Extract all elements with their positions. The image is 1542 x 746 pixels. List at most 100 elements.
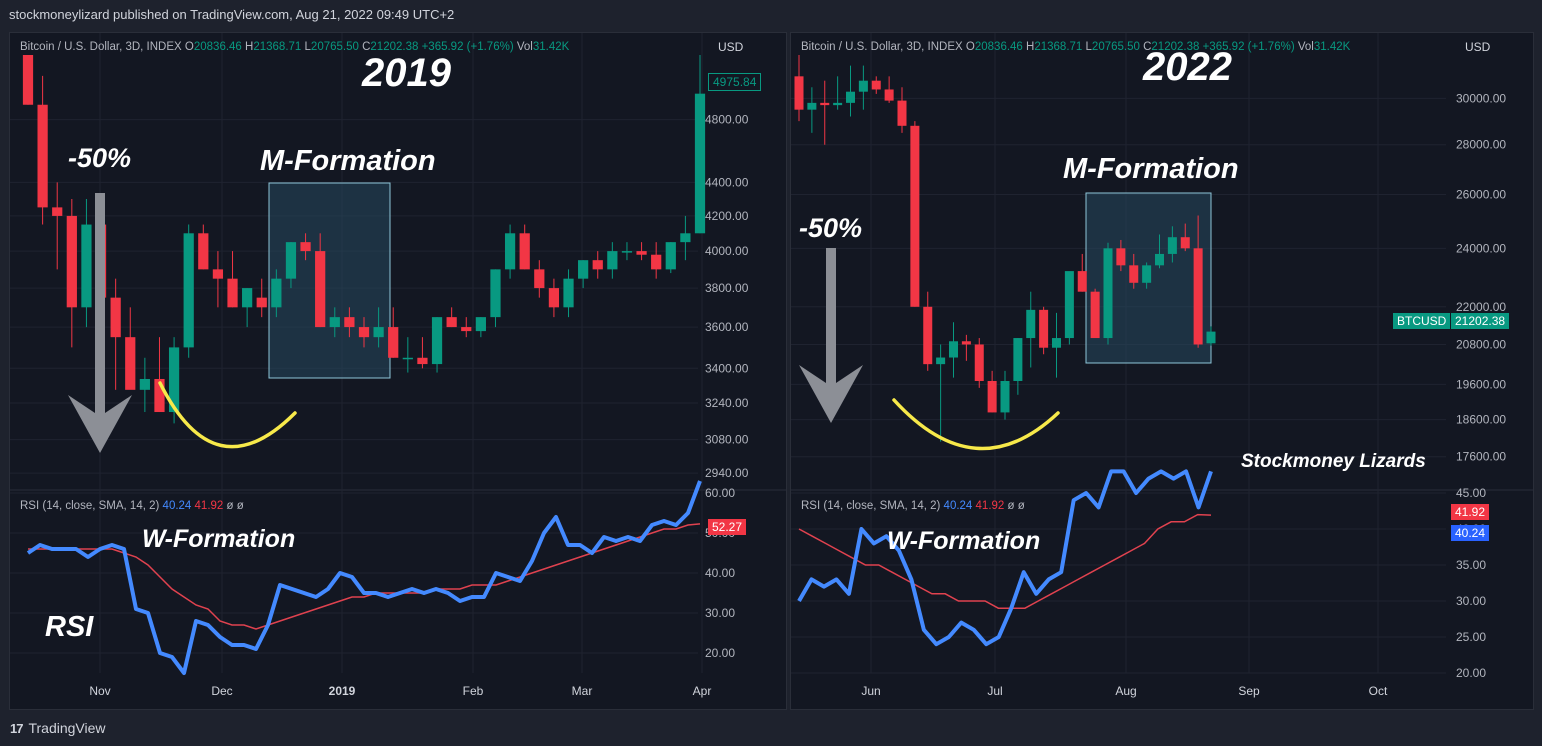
rsi-tick-label: 20.00 [705, 646, 735, 660]
y-tick-label: 22000.00 [1456, 300, 1506, 314]
watermark-label: Stockmoney Lizards [1241, 451, 1426, 472]
y-tick-label: 19600.00 [1456, 377, 1506, 391]
rsi-line [797, 469, 1213, 647]
currency-label: USD [718, 40, 744, 54]
candle-body [37, 104, 48, 208]
candle-body [139, 378, 150, 390]
candle-body [256, 297, 267, 308]
candle-body [125, 337, 136, 390]
candle-body [548, 288, 560, 308]
candle-body [461, 327, 472, 332]
candle-body [833, 102, 843, 106]
candle-body [974, 344, 984, 381]
candle-body [1154, 253, 1165, 266]
candle-body [1077, 271, 1087, 292]
candle-body [1013, 338, 1023, 381]
chart-2022-canvas[interactable]: 30000.00 28000.00 26000.00 24000.00 22000.00… [791, 33, 1533, 709]
drop-percent-label: -50% [799, 213, 863, 243]
y-tick-label: 2940.00 [705, 466, 749, 480]
candle-body [592, 260, 603, 270]
header-bar: stockmoneylizard published on TradingVie… [0, 0, 1542, 32]
x-tick-label: 2019 [329, 684, 356, 698]
candle-body [1000, 380, 1010, 413]
candle-body [858, 80, 868, 92]
candle-body [1206, 331, 1216, 344]
brand-name: TradingView [28, 720, 106, 736]
candle-body [820, 102, 830, 106]
candle-body [475, 317, 486, 332]
last-price-tag: 4975.84 [708, 73, 762, 91]
chart-2019-canvas[interactable]: 4800.00 4400.00 4200.00 4000.00 3800.00 3600.… [10, 33, 786, 709]
x-tick-label: Apr [693, 684, 712, 698]
y-tick-label: 3800.00 [705, 281, 749, 295]
candle-body [607, 251, 618, 270]
candle-body [961, 341, 971, 345]
candle-body [621, 251, 633, 253]
candle-body [431, 317, 443, 365]
y-tick-label: 3600.00 [705, 320, 749, 334]
x-tick-label: Jun [861, 684, 880, 698]
candle-body [329, 317, 340, 328]
candle-body [242, 288, 253, 308]
candle-body [694, 93, 706, 234]
m-formation-label: M-Formation [260, 145, 436, 177]
y-tick-label: 20800.00 [1456, 337, 1506, 351]
rsi-tick-label: 45.00 [1456, 486, 1486, 500]
x-tick-label: Dec [211, 684, 232, 698]
x-tick-label: Sep [1238, 684, 1260, 698]
candle-body [490, 269, 501, 318]
w-formation-label: W-Formation [887, 527, 1041, 555]
chart-panel-2022[interactable]: 30000.00 28000.00 26000.00 24000.00 22000.00… [790, 32, 1534, 710]
ohlc-legend: Bitcoin / U.S. Dollar, 3D, INDEX O20836.… [801, 41, 1351, 53]
y-tick-label: 3240.00 [705, 396, 749, 410]
candle-body [871, 80, 881, 90]
candle-body [1090, 291, 1100, 339]
rsi-tick-label: 30.00 [1456, 594, 1486, 608]
candle-body [665, 242, 676, 270]
candle-body [1026, 309, 1036, 339]
y-tick-label: 17600.00 [1456, 450, 1506, 464]
down-arrow-icon [68, 193, 132, 453]
footer-bar: 17 TradingView [0, 712, 1542, 746]
candle-body [897, 100, 907, 126]
rsi-value-tag: 52.27 [708, 519, 747, 535]
candle-body [1051, 338, 1062, 348]
candle-body [807, 102, 817, 110]
candle-body [110, 297, 121, 338]
candle-body [168, 347, 180, 413]
candle-body [315, 251, 326, 328]
x-tick-label: Jul [987, 684, 1002, 698]
y-tick-label: 4000.00 [705, 244, 749, 258]
candle-body [344, 317, 355, 328]
candle-body [1193, 248, 1203, 345]
drop-percent-label: -50% [68, 143, 132, 173]
year-label: 2022 [1143, 45, 1232, 89]
m-formation-label: M-Formation [1063, 153, 1239, 185]
candle-body [910, 125, 920, 307]
y-tick-label: 24000.00 [1456, 241, 1506, 255]
rsi-ma-tag: 41.92 [1451, 504, 1490, 520]
candle-body [651, 254, 662, 270]
x-tick-label: Oct [1369, 684, 1388, 698]
rsi-tick-label: 25.00 [1456, 630, 1486, 644]
candle-body [563, 278, 574, 308]
candle-body [227, 278, 238, 308]
y-tick-label: 28000.00 [1456, 138, 1506, 152]
down-arrow-icon [799, 248, 863, 423]
candle-body [845, 91, 856, 103]
candle-body [52, 207, 63, 216]
candle-body [680, 233, 691, 243]
rsi-tick-label: 20.00 [1456, 666, 1486, 680]
candle-body [1064, 271, 1074, 339]
candle-body [936, 357, 946, 365]
last-price-tag: 21202.38 [1451, 313, 1510, 329]
bottom-curve-annotation [892, 398, 1060, 451]
candle-body [1103, 248, 1113, 339]
symbol-name: Bitcoin / U.S. Dollar, 3D, INDEX [20, 41, 182, 53]
candle-body [446, 317, 457, 328]
w-formation-label: W-Formation [142, 525, 296, 553]
currency-label: USD [1465, 40, 1491, 54]
x-tick-label: Feb [463, 684, 484, 698]
chart-panel-2019[interactable]: 4800.00 4400.00 4200.00 4000.00 3800.00 3600.… [9, 32, 787, 710]
tradingview-logo[interactable]: 17 TradingView [10, 720, 106, 736]
